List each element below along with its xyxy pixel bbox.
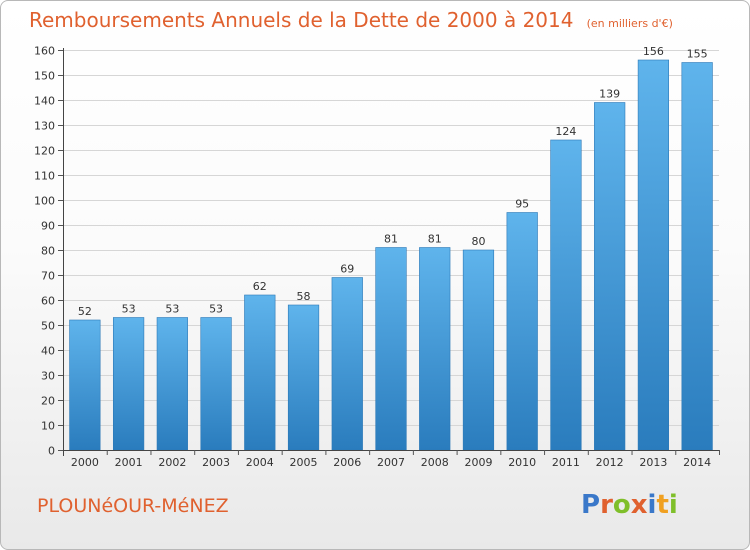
chart-title-unit: (en milliers d'€) [586, 17, 673, 30]
y-tick-label: 140 [34, 95, 55, 108]
x-tick-label: 2001 [115, 456, 143, 469]
logo-letter: x [630, 490, 648, 520]
x-tick-label: 2004 [246, 456, 274, 469]
commune-name: PLOUNéOUR-MéNEZ [37, 495, 229, 517]
data-label: 95 [515, 198, 529, 211]
logo-letter: r [600, 490, 613, 520]
x-tick-label: 2013 [639, 456, 667, 469]
logo-letter: t [656, 490, 669, 520]
data-label: 52 [78, 305, 92, 318]
bar-2008 [419, 247, 451, 451]
data-label: 81 [384, 233, 398, 246]
x-tick-label: 2002 [158, 456, 186, 469]
bar-2009 [462, 249, 495, 451]
y-tick-label: 10 [41, 420, 55, 433]
data-label: 69 [340, 263, 354, 276]
axes [58, 48, 720, 456]
y-tick-label: 90 [41, 220, 55, 233]
logo-letter: o [612, 490, 631, 520]
y-tick-label: 50 [41, 320, 55, 333]
x-tick-label: 2011 [552, 456, 580, 469]
x-tick-label: 2010 [508, 456, 536, 469]
data-label: 139 [599, 88, 620, 101]
proxiti-logo[interactable]: Proxiti [581, 490, 678, 520]
data-label: 156 [643, 45, 664, 58]
x-tick-label: 2006 [333, 456, 361, 469]
x-tick-label: 2012 [596, 456, 624, 469]
x-tick-label: 2005 [290, 456, 318, 469]
bar-2002 [156, 317, 188, 451]
data-label: 53 [122, 303, 136, 316]
bar-2013 [637, 59, 670, 451]
data-label: 53 [165, 303, 179, 316]
bar-2000 [69, 319, 101, 451]
x-tick-label: 2007 [377, 456, 405, 469]
y-tick-label: 0 [48, 445, 55, 458]
bar-2003 [200, 317, 232, 451]
y-tick-label: 70 [41, 270, 55, 283]
bars [69, 59, 713, 451]
data-label: 53 [209, 303, 223, 316]
bar-2001 [112, 317, 145, 451]
y-tick-label: 120 [34, 145, 55, 158]
y-tick-label: 100 [34, 195, 55, 208]
bar-2005 [287, 304, 320, 451]
logo-letter: i [668, 490, 678, 520]
data-label: 81 [428, 233, 442, 246]
y-tick-label: 110 [34, 170, 55, 183]
bar-2004 [244, 294, 276, 451]
bar-2010 [506, 212, 538, 451]
y-tick-label: 160 [34, 45, 55, 58]
x-tick-label: 2009 [464, 456, 492, 469]
bar-2014 [681, 62, 713, 451]
data-label: 155 [687, 48, 708, 61]
y-tick-label: 60 [41, 295, 55, 308]
y-tick-label: 20 [41, 395, 55, 408]
logo-letter: P [581, 490, 601, 520]
x-tick-label: 2008 [421, 456, 449, 469]
y-tick-label: 40 [41, 345, 55, 358]
y-tick-label: 30 [41, 370, 55, 383]
chart-title: Remboursements Annuels de la Dette de 20… [29, 8, 673, 32]
data-label: 58 [297, 290, 311, 303]
x-tick-label: 2003 [202, 456, 230, 469]
data-label: 80 [471, 235, 485, 248]
bar-2012 [594, 102, 626, 451]
data-label: 62 [253, 280, 267, 293]
y-tick-label: 130 [34, 120, 55, 133]
bar-2007 [375, 247, 407, 451]
x-tick-label: 2014 [683, 456, 711, 469]
bar-2011 [550, 139, 582, 451]
y-tick-label: 80 [41, 245, 55, 258]
y-tick-label: 150 [34, 70, 55, 83]
chart-title-main: Remboursements Annuels de la Dette de 20… [29, 8, 574, 32]
data-label: 124 [555, 125, 576, 138]
logo-letter: i [647, 490, 657, 520]
labels: 0 10 20 30 40 50 60 70 80 90 100 110 120 130 140 150 160… [34, 45, 711, 470]
bar-2006 [331, 277, 363, 451]
x-tick-label: 2000 [71, 456, 99, 469]
